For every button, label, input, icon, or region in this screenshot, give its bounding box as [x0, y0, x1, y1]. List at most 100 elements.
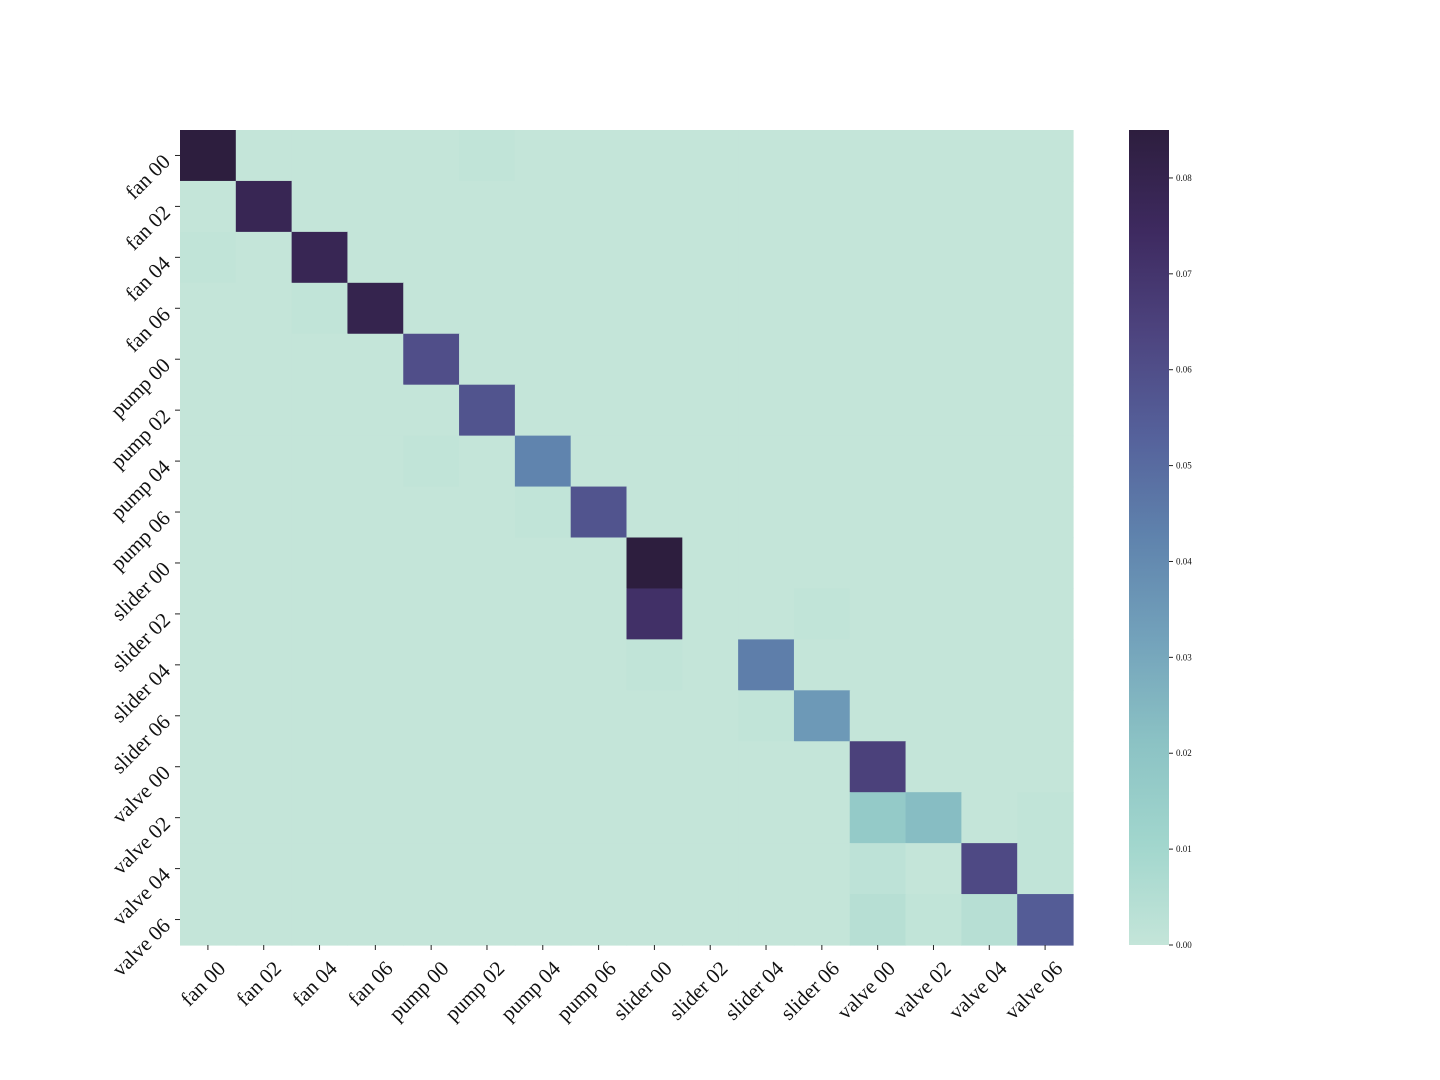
heatmap-cell: [347, 894, 404, 946]
heatmap-cell: [1017, 486, 1074, 539]
heatmap-cell: [793, 282, 851, 335]
heatmap-cell: [514, 333, 572, 386]
heatmap-cell: [459, 180, 516, 233]
heatmap-cell: [403, 384, 460, 437]
heatmap-cell: [1017, 435, 1074, 488]
heatmap-cell: [682, 435, 739, 488]
heatmap-cell: [235, 894, 293, 946]
heatmap-cell: [626, 792, 683, 844]
heatmap-cell: [180, 690, 237, 742]
heatmap-cell: [626, 282, 683, 335]
heatmap-cell: [849, 180, 907, 233]
x-tick-label: slider 04: [720, 956, 789, 1025]
heatmap-cell: [347, 792, 404, 844]
heatmap-cell: [459, 333, 516, 386]
heatmap-cell: [235, 690, 293, 742]
heatmap-cell: [682, 333, 739, 386]
heatmap-cell: [1017, 384, 1074, 437]
heatmap-cell: [961, 333, 1018, 386]
heatmap-cell: [961, 741, 1018, 793]
heatmap-cell: [1017, 741, 1074, 793]
heatmap-cell: [905, 588, 962, 640]
heatmap-cell: [738, 690, 795, 742]
heatmap-cell: [514, 843, 572, 895]
colorbar-tick-label: 0.08: [1176, 173, 1192, 183]
heatmap-cell: [459, 588, 516, 640]
heatmap-cell: [459, 435, 516, 488]
heatmap-cell: [291, 639, 349, 691]
heatmap-cell: [570, 588, 628, 640]
heatmap-cell: [905, 180, 962, 233]
heatmap-cell: [180, 282, 237, 335]
heatmap-cell: [347, 639, 404, 691]
x-tick-label: slider 02: [664, 956, 733, 1025]
heatmap-cell: [403, 333, 460, 386]
heatmap-cell: [682, 588, 739, 640]
heatmap-cell: [459, 792, 516, 844]
heatmap-cell: [738, 333, 795, 386]
heatmap-cell: [180, 384, 237, 437]
y-tick-label: fan 06: [120, 302, 175, 357]
y-tick-label: fan 00: [120, 149, 175, 204]
heatmap-cell: [849, 130, 907, 182]
heatmap-cell: [459, 741, 516, 793]
heatmap-cell: [403, 130, 460, 182]
heatmap-cell: [961, 792, 1018, 844]
heatmap-cell: [235, 231, 293, 284]
heatmap-cell: [235, 333, 293, 386]
heatmap-cell: [682, 894, 739, 946]
heatmap-cell: [682, 843, 739, 895]
heatmap-cell: [793, 486, 851, 539]
heatmap-cell: [459, 894, 516, 946]
heatmap-cell: [291, 486, 349, 539]
heatmap-cell: [905, 333, 962, 386]
heatmap-cell: [514, 588, 572, 640]
heatmap-cell: [626, 435, 683, 488]
heatmap-cell: [905, 894, 962, 946]
heatmap-cell: [347, 486, 404, 539]
heatmap-cell: [347, 741, 404, 793]
heatmap-cell: [403, 588, 460, 640]
heatmap-cell: [793, 894, 851, 946]
heatmap-cell: [793, 180, 851, 233]
heatmap-cell: [738, 843, 795, 895]
heatmap-cell: [682, 690, 739, 742]
heatmap-cell: [961, 537, 1018, 590]
heatmap-cell: [961, 894, 1018, 946]
heatmap-cell: [1017, 894, 1074, 946]
heatmap-cell: [235, 282, 293, 335]
heatmap-cell: [180, 843, 237, 895]
heatmap-cell: [793, 792, 851, 844]
heatmap-cell: [738, 741, 795, 793]
heatmap-cell: [291, 180, 349, 233]
heatmap-cell: [459, 537, 516, 590]
heatmap-cell: [514, 639, 572, 691]
heatmap-cell: [514, 690, 572, 742]
heatmap-cell: [793, 130, 851, 182]
heatmap-cells: [180, 130, 1074, 946]
heatmap-cell: [235, 180, 293, 233]
heatmap-cell: [347, 282, 404, 335]
colorbar-tick-label: 0.00: [1176, 940, 1192, 950]
heatmap-cell: [849, 486, 907, 539]
heatmap-cell: [738, 435, 795, 488]
x-tick-label: pump 00: [384, 956, 453, 1025]
heatmap-cell: [905, 282, 962, 335]
heatmap-cell: [570, 792, 628, 844]
heatmap-cell: [626, 231, 683, 284]
heatmap-cell: [1017, 231, 1074, 284]
heatmap-cell: [738, 486, 795, 539]
heatmap-cell: [793, 435, 851, 488]
heatmap-cell: [403, 894, 460, 946]
heatmap-cell: [905, 690, 962, 742]
heatmap-cell: [682, 180, 739, 233]
heatmap-cell: [961, 130, 1018, 182]
heatmap-cell: [347, 231, 404, 284]
x-tick-label: pump 04: [496, 956, 566, 1026]
heatmap-cell: [235, 792, 293, 844]
x-tick-label: slider 06: [776, 956, 845, 1025]
heatmap-cell: [1017, 588, 1074, 640]
heatmap-cell: [403, 843, 460, 895]
